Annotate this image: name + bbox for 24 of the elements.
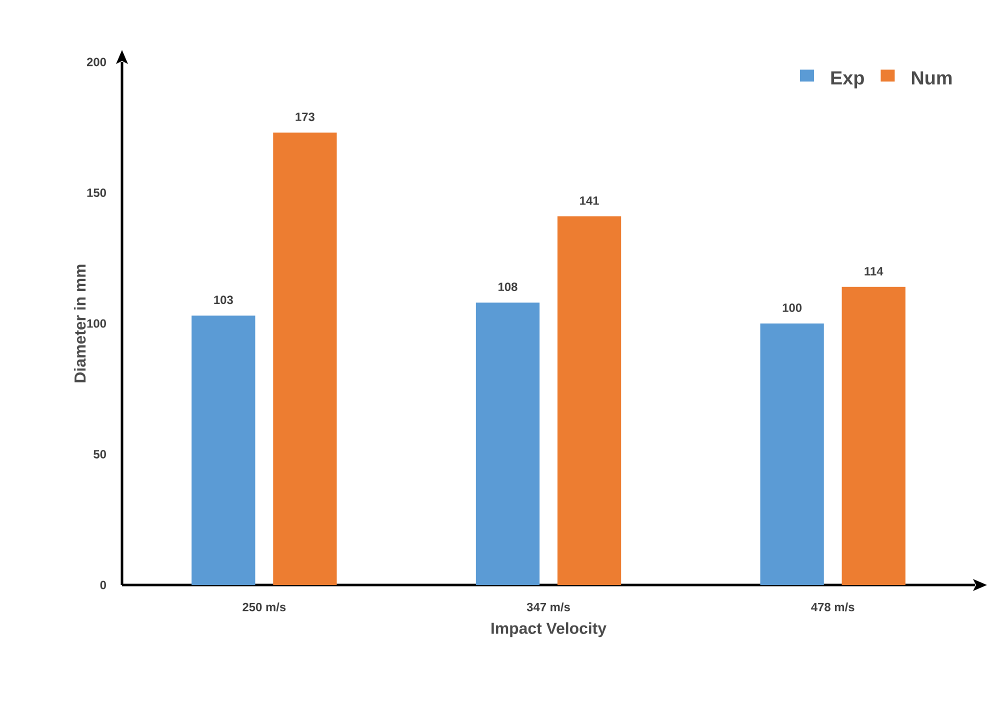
data-label: 108	[498, 282, 518, 292]
x-tick-label: 250 m/s	[242, 602, 286, 612]
data-label: 100	[782, 304, 802, 312]
legend-label: Num	[912, 71, 952, 85]
bar	[760, 323, 824, 585]
y-tick-label: 100	[87, 319, 106, 328]
bar	[273, 132, 337, 585]
data-label: 114	[864, 267, 884, 276]
y-tick-label: 0	[100, 580, 106, 590]
y-axis-title: Diameter in mm	[74, 264, 86, 382]
y-tick-label: 50	[94, 450, 106, 458]
y-tick-label: 200	[86, 58, 106, 66]
bar	[476, 302, 540, 585]
data-label: 141	[580, 196, 599, 205]
legend-label: Exp	[831, 71, 864, 88]
y-tick-label: 150	[87, 188, 106, 197]
x-axis-title: Impact Velocity	[492, 622, 606, 638]
x-tick-label: 347 m/s	[526, 602, 570, 612]
data-label: 103	[214, 296, 233, 304]
x-tick-label: 478 m/s	[811, 602, 854, 612]
bar	[842, 286, 906, 585]
data-label: 173	[296, 112, 314, 122]
bar	[192, 316, 256, 585]
bar	[557, 216, 622, 585]
